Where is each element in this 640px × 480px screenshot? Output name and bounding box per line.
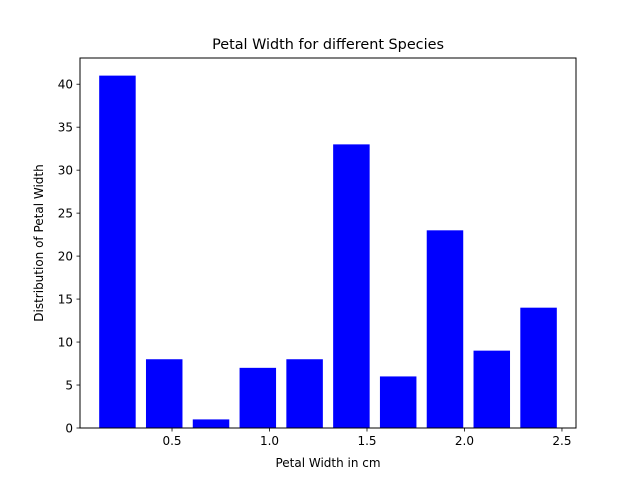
x-tick-label: 1.0	[260, 434, 279, 448]
y-tick-label: 25	[58, 206, 73, 220]
bar	[426, 230, 464, 428]
x-tick-label: 2.0	[455, 434, 474, 448]
y-tick-label: 15	[58, 292, 73, 306]
y-tick-label: 20	[58, 249, 73, 263]
x-tick-label: 1.5	[357, 434, 376, 448]
bar	[379, 376, 417, 428]
bar	[192, 419, 230, 428]
y-tick-label: 5	[65, 378, 73, 392]
y-axis-ticks: 0 5 10 15 20 25 30 35 40	[58, 78, 80, 435]
y-tick-label: 10	[58, 335, 73, 349]
bar	[286, 359, 323, 428]
y-axis-label: Distribution of Petal Width	[32, 164, 46, 321]
y-tick-label: 0	[65, 421, 73, 435]
bar	[239, 367, 277, 428]
y-tick-label: 30	[58, 163, 73, 177]
bar	[333, 144, 370, 428]
bars-group	[99, 75, 557, 428]
x-axis-label: Petal Width in cm	[275, 456, 380, 470]
x-tick-label: 0.5	[162, 434, 181, 448]
bar	[99, 75, 136, 428]
x-axis-ticks: 0.5 1.0 1.5 2.0 2.5	[162, 428, 572, 448]
chart-title: Petal Width for different Species	[212, 37, 444, 53]
y-tick-label: 40	[58, 78, 73, 92]
y-tick-label: 35	[58, 120, 73, 134]
bar	[145, 359, 183, 428]
plot-area-frame	[79, 57, 577, 429]
bar	[473, 350, 511, 428]
bar	[520, 307, 557, 428]
x-tick-label: 2.5	[552, 434, 571, 448]
